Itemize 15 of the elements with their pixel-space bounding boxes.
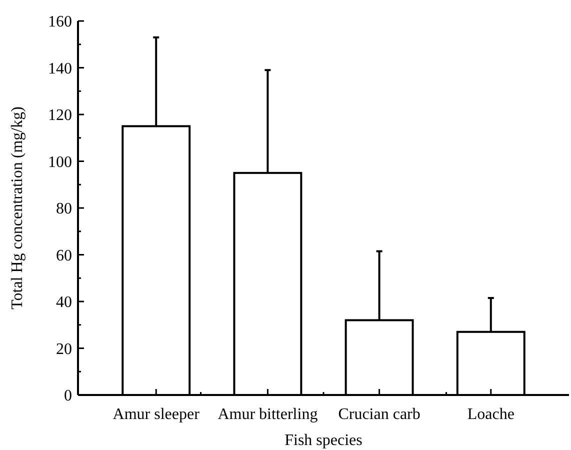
y-axis-title: Total Hg concentration (mg/kg) <box>9 106 26 310</box>
y-tick-label: 20 <box>56 340 72 358</box>
y-tick-label: 120 <box>48 107 72 124</box>
y-tick-label: 100 <box>48 154 72 171</box>
x-axis-title: Fish species <box>284 432 362 449</box>
x-tick-label: Loache <box>467 406 514 423</box>
y-tick-label: 160 <box>48 14 72 31</box>
y-tick-label: 40 <box>56 294 72 312</box>
y-tick-label: 0 <box>64 388 72 405</box>
y-tick-label: 60 <box>56 247 72 264</box>
x-tick-label: Amur sleeper <box>112 406 200 423</box>
x-tick-label: Crucian carb <box>338 406 420 423</box>
x-tick-label: Amur bitterling <box>218 406 318 423</box>
y-tick-label: 80 <box>56 200 72 218</box>
y-tick-label: 140 <box>48 60 72 78</box>
